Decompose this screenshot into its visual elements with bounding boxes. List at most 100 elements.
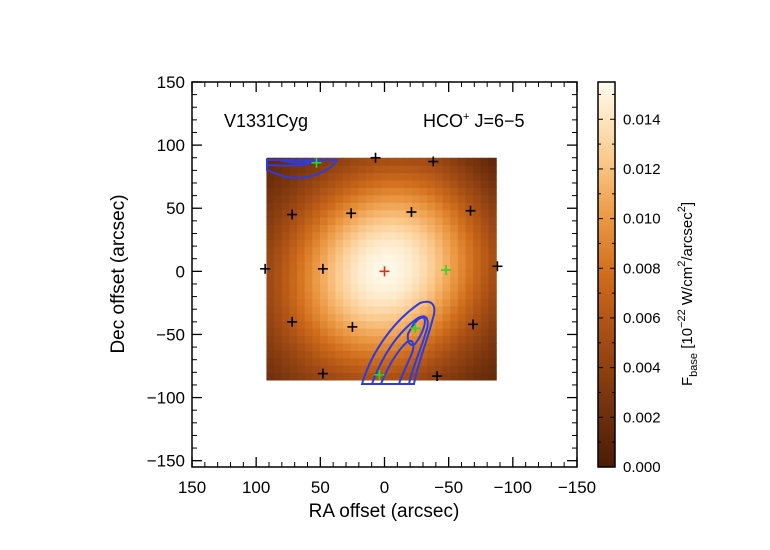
heatmap-cell	[473, 291, 482, 300]
heatmap-cell	[465, 231, 474, 240]
heatmap-cell	[442, 298, 451, 307]
heatmap-cell	[427, 335, 436, 344]
heatmap-cell	[320, 202, 329, 211]
heatmap-cell	[480, 261, 490, 270]
heatmap-cell	[358, 239, 367, 248]
heatmap-cell	[404, 305, 413, 314]
heatmap-cell	[320, 209, 329, 218]
heatmap-cell	[335, 328, 344, 337]
heatmap-cell	[411, 342, 421, 351]
heatmap-cell	[450, 239, 459, 248]
pointing-marker	[468, 319, 479, 330]
x-tick-label: 150	[178, 478, 206, 497]
heatmap-cell	[297, 239, 306, 248]
heatmap-cell	[442, 283, 451, 292]
heatmap-cell	[457, 261, 467, 270]
heatmap-cell	[350, 298, 359, 307]
heatmap-cell	[343, 157, 352, 166]
heatmap-cell	[427, 254, 436, 263]
heatmap-cell	[320, 357, 329, 366]
heatmap-cell	[434, 328, 444, 337]
heatmap-cell	[404, 194, 413, 203]
heatmap-cell	[381, 283, 390, 292]
heatmap-cell	[281, 313, 291, 322]
heatmap-cell	[427, 283, 436, 292]
heatmap-cell	[266, 194, 275, 203]
heatmap-cell	[373, 254, 382, 263]
heatmap-cell	[320, 187, 329, 196]
heatmap-cell	[289, 165, 298, 174]
colorbar-tick-label: 0.004	[623, 360, 661, 377]
heatmap-cell	[281, 305, 291, 314]
heatmap-cell	[358, 276, 367, 285]
heatmap-cell	[465, 261, 474, 270]
heatmap-cell	[350, 357, 359, 366]
heatmap-cell	[266, 313, 275, 322]
heatmap-cell	[411, 350, 421, 359]
heatmap-cell	[411, 165, 421, 174]
heatmap-cell	[388, 313, 398, 322]
heatmap-cell	[434, 224, 444, 233]
heatmap-cell	[457, 157, 467, 166]
heatmap-cell	[289, 224, 298, 233]
heatmap-cell	[404, 239, 413, 248]
heatmap-cell	[442, 365, 451, 374]
heatmap-cell	[427, 187, 436, 196]
heatmap-cell	[457, 172, 467, 181]
heatmap-cell	[365, 224, 375, 233]
heatmap-cell	[289, 335, 298, 344]
x-tick-label: −50	[434, 478, 463, 497]
heatmap-cell	[465, 239, 474, 248]
heatmap-cell	[343, 261, 352, 270]
heatmap-cell	[304, 231, 313, 240]
heatmap-cell	[450, 328, 459, 337]
heatmap-cell	[396, 165, 405, 174]
heatmap-cell	[304, 209, 313, 218]
heatmap-cell	[411, 313, 421, 322]
heatmap-cell	[320, 328, 329, 337]
heatmap-cell	[381, 209, 390, 218]
heatmap-cell	[434, 246, 444, 255]
heatmap-cell	[297, 268, 306, 277]
heatmap-cell	[465, 298, 474, 307]
heatmap-cell	[442, 305, 451, 314]
heatmap-cell	[411, 246, 421, 255]
heatmap-cell	[488, 261, 497, 270]
heatmap-cell	[274, 372, 283, 381]
heatmap-cell	[442, 276, 451, 285]
heatmap-cell	[480, 328, 490, 337]
heatmap-cell	[365, 157, 375, 166]
heatmap-cell	[304, 305, 313, 314]
heatmap-cell	[335, 335, 344, 344]
heatmap-cell	[327, 335, 336, 344]
heatmap-cell	[488, 202, 497, 211]
heatmap-cell	[427, 216, 436, 225]
heatmap-cell	[335, 357, 344, 366]
heatmap-cell	[488, 357, 497, 366]
heatmap-cell	[434, 283, 444, 292]
contour-south-2	[370, 315, 429, 385]
heatmap-cell	[373, 194, 382, 203]
heatmap-cell	[297, 224, 306, 233]
heatmap-cell	[488, 209, 497, 218]
heatmap-cell	[450, 157, 459, 166]
heatmap-cell	[388, 350, 398, 359]
heatmap-cell	[411, 157, 421, 166]
heatmap-cell	[396, 246, 405, 255]
heatmap-cell	[320, 291, 329, 300]
heatmap-cell	[289, 298, 298, 307]
heatmap-cell	[365, 298, 375, 307]
heatmap-cell	[365, 239, 375, 248]
heatmap-cell	[304, 298, 313, 307]
heatmap-cell	[343, 165, 352, 174]
heatmap-cell	[488, 298, 497, 307]
heatmap-cell	[457, 224, 467, 233]
heatmap-cell	[442, 157, 451, 166]
heatmap-cell	[473, 305, 482, 314]
heatmap-cell	[350, 350, 359, 359]
heatmap-cell	[457, 365, 467, 374]
heatmap-cell	[434, 291, 444, 300]
heatmap-cell	[266, 298, 275, 307]
heatmap-cell	[350, 216, 359, 225]
heatmap-cell	[358, 194, 367, 203]
